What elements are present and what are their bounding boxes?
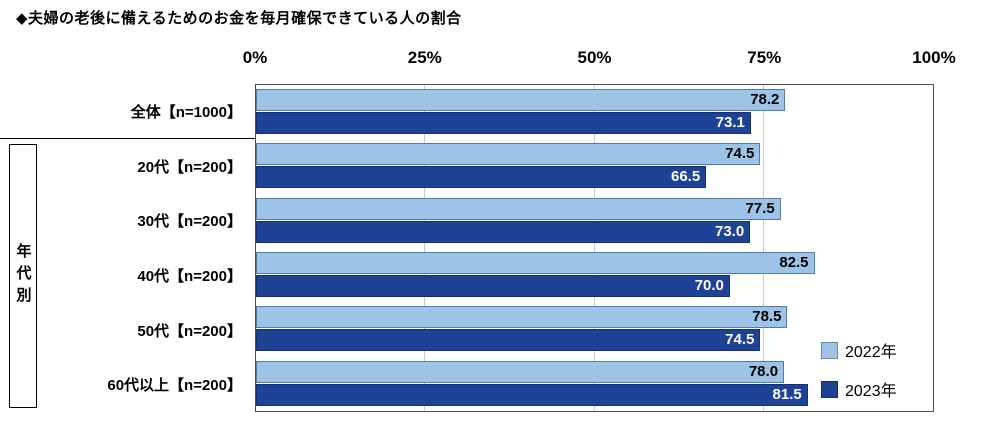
category-label-0: 全体【n=1000】 bbox=[130, 103, 242, 121]
gridline bbox=[762, 85, 764, 411]
bar-series0-row5: 78.0 bbox=[256, 360, 785, 383]
legend: 2022年 2023年 bbox=[821, 338, 897, 401]
category-row-4: 78.5 74.5 bbox=[256, 302, 933, 356]
category-row-2: 77.5 73.0 bbox=[256, 194, 933, 248]
legend-item-1: 2023年 bbox=[821, 377, 897, 401]
gridlines bbox=[256, 85, 933, 411]
value-label: 70.0 bbox=[694, 276, 724, 294]
category-row-5: 78.0 81.5 bbox=[256, 357, 933, 411]
bar-series1-row2: 73.0 bbox=[256, 220, 751, 243]
gridline bbox=[593, 85, 595, 411]
bar-series1-row5: 81.5 bbox=[256, 383, 808, 406]
plot-area: 78.2 73.1 74.5 66.5 77.5 73.0 82.5 70.0 78.5 74.5… bbox=[255, 84, 934, 412]
value-label: 78.2 bbox=[750, 91, 780, 108]
category-label-4: 50代【n=200】 bbox=[137, 322, 242, 340]
bar-series1-row0: 73.1 bbox=[256, 112, 751, 134]
value-label: 73.0 bbox=[715, 222, 745, 240]
legend-label: 2023年 bbox=[845, 383, 897, 400]
value-label: 82.5 bbox=[779, 253, 809, 271]
x-axis-tick: 50% bbox=[577, 48, 612, 67]
category-label-2: 30代【n=200】 bbox=[137, 213, 242, 231]
legend-label: 2022年 bbox=[845, 344, 897, 361]
legend-swatch bbox=[821, 341, 838, 359]
value-label: 73.1 bbox=[715, 114, 745, 131]
value-label: 74.5 bbox=[725, 331, 755, 349]
category-label-5: 60代以上【n=200】 bbox=[107, 377, 242, 395]
category-row-1: 74.5 66.5 bbox=[256, 139, 933, 193]
value-label: 78.0 bbox=[748, 362, 779, 380]
category-separator-line bbox=[0, 138, 256, 139]
category-row-3: 82.5 70.0 bbox=[256, 248, 933, 302]
x-axis-tick: 100% bbox=[912, 48, 956, 67]
x-axis-tick: 75% bbox=[747, 48, 782, 67]
bar-rows: 78.2 73.1 74.5 66.5 77.5 73.0 82.5 70.0 78.5 74.5… bbox=[256, 85, 933, 411]
bar-series0-row4: 78.5 bbox=[256, 306, 788, 329]
value-label: 74.5 bbox=[725, 145, 755, 163]
group-label: 年代別 bbox=[14, 243, 32, 309]
legend-item-0: 2022年 bbox=[821, 338, 897, 362]
x-axis-tick: 0% bbox=[242, 48, 268, 67]
category-label-3: 40代【n=200】 bbox=[137, 267, 242, 285]
bar-series0-row1: 74.5 bbox=[256, 143, 761, 166]
bar-series1-row4: 74.5 bbox=[256, 329, 761, 352]
bar-series1-row1: 66.5 bbox=[256, 166, 707, 189]
category-labels: 全体【n=1000】 20代【n=200】 30代【n=200】 40代【n=200】… bbox=[40, 84, 248, 412]
group-label-box: 年代別 bbox=[9, 144, 37, 408]
gridline bbox=[424, 85, 426, 411]
bar-series0-row0: 78.2 bbox=[256, 89, 786, 111]
bar-series0-row3: 82.5 bbox=[256, 251, 815, 274]
value-label: 78.5 bbox=[752, 308, 782, 326]
category-row-0: 78.2 73.1 bbox=[256, 85, 933, 139]
x-axis-tick: 25% bbox=[407, 48, 442, 67]
bar-series0-row2: 77.5 bbox=[256, 197, 781, 220]
value-label: 81.5 bbox=[772, 385, 802, 403]
category-label-1: 20代【n=200】 bbox=[137, 158, 242, 176]
value-label: 77.5 bbox=[745, 199, 775, 217]
bar-series1-row3: 70.0 bbox=[256, 274, 730, 297]
value-label: 66.5 bbox=[671, 168, 701, 186]
chart-title: ◆夫婦の老後に備えるためのお金を毎月確保できている人の割合 bbox=[16, 10, 462, 27]
legend-swatch bbox=[821, 380, 838, 398]
